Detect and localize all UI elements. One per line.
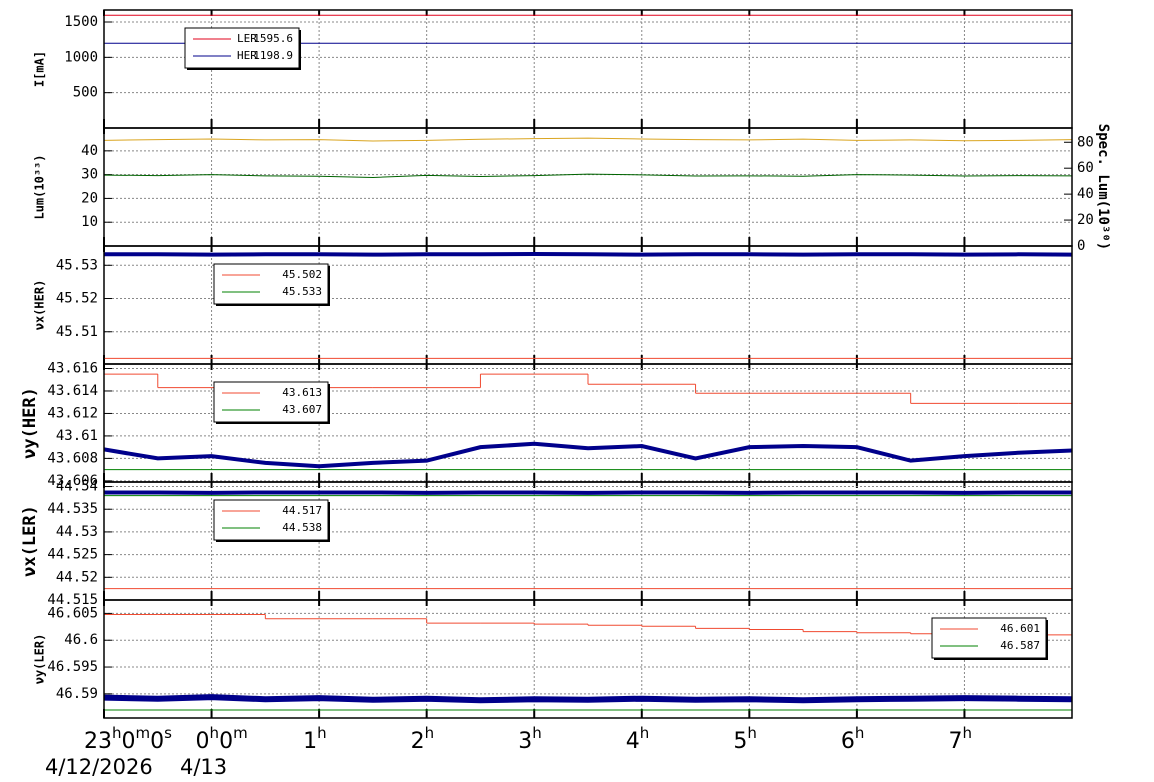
series-line (104, 251, 1073, 257)
y-tick-label: 43.608 (47, 450, 98, 466)
y-tick-label: 44.53 (56, 524, 98, 540)
y-tick-label: 46.59 (56, 686, 98, 702)
y-axis-label: νx(HER) (33, 280, 47, 331)
y-tick-label: 43.606 (47, 473, 98, 489)
y2-tick-label: 60 (1077, 160, 1094, 176)
legend-label: 43.613 (282, 386, 322, 399)
y-tick-label: 44.535 (47, 501, 98, 517)
y2-tick-label: 0 (1077, 238, 1085, 254)
y-tick-label: 45.52 (56, 291, 98, 307)
y-axis-label: Lum(10³³) (33, 154, 47, 219)
y-tick-label: 44.515 (47, 592, 98, 608)
series-line (103, 173, 1073, 178)
legend-label: 43.607 (282, 403, 322, 416)
y-tick-label: 43.614 (47, 383, 98, 399)
legend-label: 44.517 (282, 504, 322, 517)
y-tick-label: 20 (81, 190, 98, 206)
legend-label: 46.587 (1000, 639, 1040, 652)
y-tick-label: 43.616 (47, 360, 98, 376)
y-tick-label: 44.52 (56, 569, 98, 585)
y-tick-label: 43.612 (47, 405, 98, 421)
y-tick-label: 44.525 (47, 547, 98, 563)
y-axis-label: νy(HER) (20, 387, 40, 459)
date-label: 4/13 (180, 755, 227, 779)
legend-box (213, 381, 329, 423)
y-tick-label: 43.61 (56, 428, 98, 444)
x-tick-label: 1h (303, 724, 327, 755)
legend-label: 45.502 (282, 268, 322, 281)
y2-tick-label: 40 (1077, 186, 1094, 202)
y-tick-label: 46.6 (64, 632, 98, 648)
x-tick-label: 2h (411, 724, 435, 755)
y-tick-label: 45.53 (56, 257, 98, 273)
y-axis-label: νx(LER) (20, 505, 40, 577)
x-tick-label: 0h0m (196, 724, 248, 755)
series-line (103, 137, 1073, 142)
legend: 44.517 44.538 (213, 499, 330, 542)
legend-label: 46.601 (1000, 622, 1040, 635)
x-tick-label: 7h (948, 724, 972, 755)
series-line (103, 694, 1073, 704)
plot-frame (103, 599, 1073, 719)
series-line (103, 441, 1073, 469)
legend-label: HER (237, 49, 257, 62)
legend: 43.613 43.607 (213, 381, 330, 424)
x-tick-label: 3h (518, 724, 542, 755)
y-axis-label: I[mA] (33, 51, 47, 87)
legend-label: 44.538 (282, 521, 322, 534)
y-tick-label: 500 (73, 85, 98, 101)
legend-box (213, 499, 329, 541)
legend-value: 1198.9 (253, 49, 293, 62)
y-tick-label: 46.595 (47, 659, 98, 675)
legend: 46.601 46.587 (931, 617, 1048, 660)
date-label: 4/12/2026 (45, 755, 153, 779)
legend-box (213, 263, 329, 305)
legend-box (184, 27, 300, 69)
y2-axis-label: Spec. Lum(10³⁰) (1095, 124, 1111, 250)
y-tick-label: 46.605 (47, 605, 98, 621)
x-tick-label: 4h (626, 724, 650, 755)
y-tick-label: 40 (81, 143, 98, 159)
legend-label: LER (237, 32, 257, 45)
x-tick-label: 23h0m0s (84, 724, 172, 755)
y-tick-label: 30 (81, 167, 98, 183)
y2-tick-label: 80 (1077, 134, 1094, 150)
legend-label: 45.533 (282, 285, 322, 298)
legend-box (931, 617, 1047, 659)
x-tick-label: 6h (841, 724, 865, 755)
legend: 45.502 45.533 (213, 263, 330, 306)
y-tick-label: 45.51 (56, 324, 98, 340)
y2-tick-label: 20 (1077, 212, 1094, 228)
x-tick-label: 5h (733, 724, 757, 755)
y-tick-label: 1500 (64, 14, 98, 30)
y-tick-label: 1000 (64, 49, 98, 65)
y-tick-label: 10 (81, 214, 98, 230)
legend-value: 1595.6 (253, 32, 293, 45)
y-tick-label: 44.54 (56, 479, 98, 495)
y-axis-label: νy(LER) (33, 634, 47, 685)
